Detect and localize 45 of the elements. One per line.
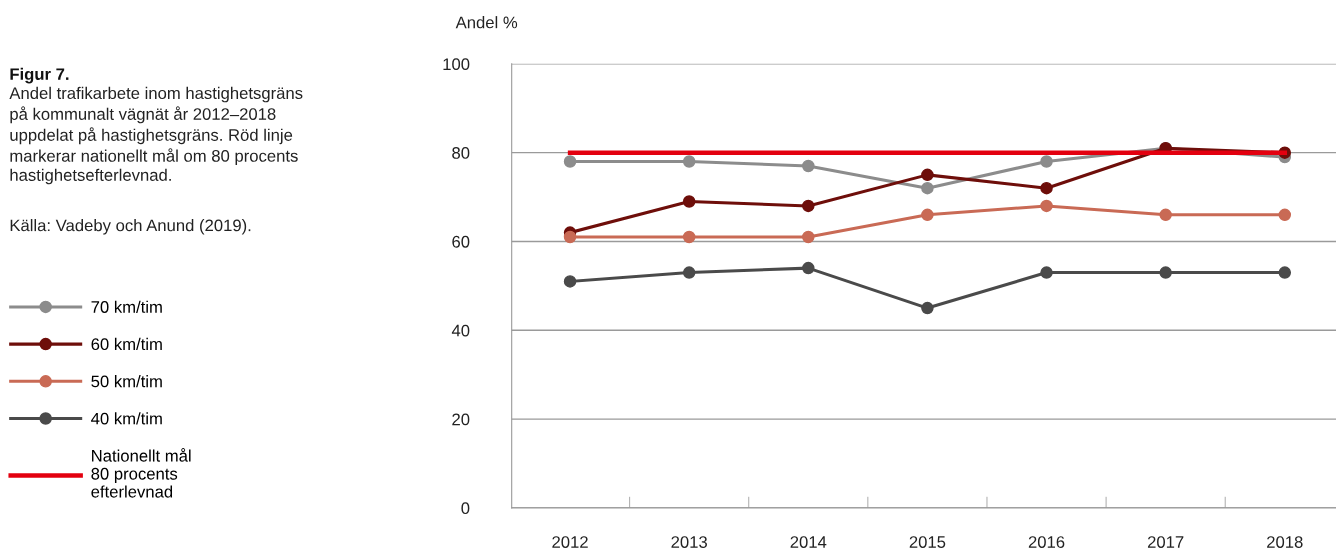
legend-label: 60 km/tim xyxy=(91,337,162,351)
point xyxy=(921,208,934,222)
point xyxy=(1040,199,1053,213)
x-tick-label: 2012 xyxy=(552,536,588,548)
text: Figur 7. xyxy=(10,67,69,84)
x-tick-label: 2016 xyxy=(1028,536,1065,548)
point xyxy=(802,261,815,275)
point xyxy=(563,275,577,288)
y-tick-label: 100 xyxy=(443,58,470,71)
point xyxy=(682,230,696,244)
point xyxy=(921,181,934,195)
point xyxy=(563,230,577,244)
y-tick-label: 20 xyxy=(452,413,470,426)
point xyxy=(1159,208,1172,222)
legend-label: 70 km/tim xyxy=(91,300,162,313)
point xyxy=(1159,266,1172,279)
legend-label: 40 km/tim xyxy=(91,412,162,425)
point xyxy=(1040,266,1053,279)
y-tick-label: 40 xyxy=(451,324,470,337)
point xyxy=(921,301,934,315)
x-tick-label: 2017 xyxy=(1147,536,1184,548)
y-axis-title: Andel % xyxy=(455,16,518,29)
y-tick-label: 80 xyxy=(452,147,470,159)
x-tick-label: 2013 xyxy=(671,536,707,548)
point xyxy=(1040,155,1053,168)
x-tick-label: 2014 xyxy=(790,536,827,548)
point xyxy=(802,199,815,213)
point xyxy=(563,155,577,168)
point xyxy=(682,195,696,208)
text: Andel trafikarbete inom hastighetsgräns på kommunalt vägnät år 2012–2018 uppdelat på hastighetsgräns. Röd linje markerar nationellt mål om 80 procents hastighetsefterlevnad. xyxy=(9,86,303,185)
y-tick-label: 60 xyxy=(452,235,470,248)
point xyxy=(1278,266,1292,279)
text: Källa: Vadeby och Anund (2019). xyxy=(10,219,251,235)
x-tick-label: 2015 xyxy=(909,536,946,548)
point xyxy=(682,266,696,279)
point xyxy=(682,155,696,168)
point xyxy=(1278,208,1292,222)
legend-label: 50 km/tim xyxy=(91,375,162,388)
point xyxy=(1040,181,1053,195)
point xyxy=(921,168,934,182)
y-tick-label: 0 xyxy=(461,502,470,515)
legend-label: Nationellt mål 80 procents efterlevnad xyxy=(91,448,191,498)
x-tick-label: 2018 xyxy=(1267,536,1303,548)
point xyxy=(802,159,815,173)
point xyxy=(802,230,815,244)
